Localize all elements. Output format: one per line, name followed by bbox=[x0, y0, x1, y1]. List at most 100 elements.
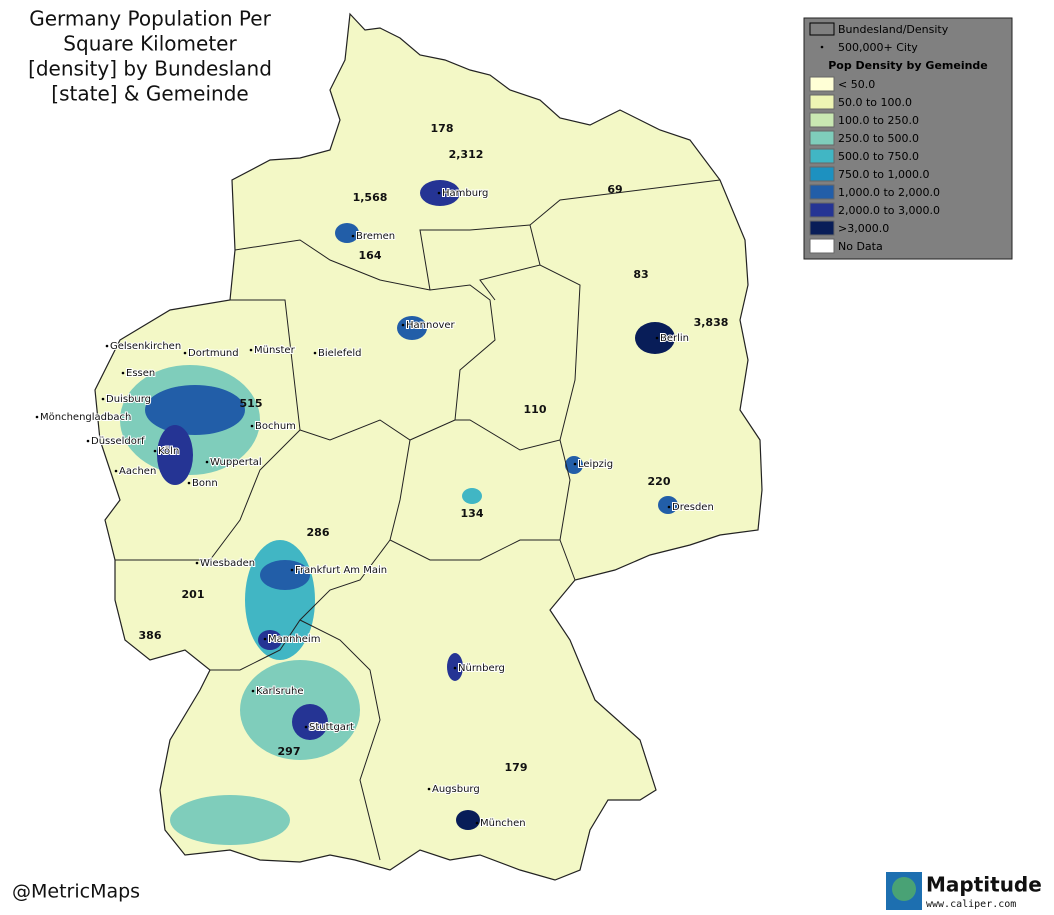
city-point bbox=[655, 336, 659, 340]
legend-label: 2,000.0 to 3,000.0 bbox=[838, 204, 940, 217]
legend-label: No Data bbox=[838, 240, 883, 253]
legend-label: 100.0 to 250.0 bbox=[838, 114, 919, 127]
city-label: Wuppertal bbox=[210, 457, 262, 468]
legend-swatch bbox=[809, 238, 835, 254]
legend-city: 500,000+ City bbox=[838, 41, 918, 54]
city-label: Nürnberg bbox=[458, 663, 505, 674]
state-density: 179 bbox=[505, 761, 528, 774]
city-symbol bbox=[820, 45, 824, 49]
legend-label: 1,000.0 to 2,000.0 bbox=[838, 186, 940, 199]
city-label: Köln bbox=[158, 446, 179, 457]
dense-area bbox=[635, 322, 675, 354]
legend: Bundesland/Density 500,000+ City Pop Den… bbox=[803, 17, 1013, 260]
city-point bbox=[290, 568, 294, 572]
city-point bbox=[427, 787, 431, 791]
state-border bbox=[210, 539, 391, 671]
state-density: 286 bbox=[307, 526, 330, 539]
city-label: Leipzig bbox=[578, 459, 613, 470]
city-point bbox=[304, 725, 308, 729]
density-areas bbox=[120, 180, 678, 845]
legend-swatch bbox=[809, 94, 835, 110]
legend-heading: Pop Density by Gemeinde bbox=[828, 59, 988, 72]
state-density: 201 bbox=[182, 588, 205, 601]
state-density: 110 bbox=[524, 403, 547, 416]
city-point bbox=[114, 469, 118, 473]
state-border bbox=[389, 439, 560, 561]
city-label: Karlsruhe bbox=[256, 686, 304, 697]
city-point bbox=[667, 505, 671, 509]
title-line: Germany Population Per bbox=[29, 7, 271, 31]
city-label: Hannover bbox=[406, 320, 456, 331]
city-label: Düsseldorf bbox=[91, 436, 145, 447]
city-label: Wiesbaden bbox=[200, 558, 255, 569]
legend-swatch bbox=[809, 76, 835, 92]
city-point bbox=[105, 344, 109, 348]
boundary-swatch bbox=[809, 22, 835, 36]
city-point bbox=[263, 637, 267, 641]
city-point bbox=[251, 689, 255, 693]
city-point bbox=[183, 351, 187, 355]
city-point bbox=[475, 821, 479, 825]
credit: @MetricMaps bbox=[12, 881, 140, 903]
legend-label: < 50.0 bbox=[838, 78, 875, 91]
city-label: Gelsenkirchen bbox=[110, 341, 181, 352]
legend-swatch bbox=[809, 184, 835, 200]
city-label: Frankfurt Am Main bbox=[295, 565, 387, 576]
legend-boundary: Bundesland/Density bbox=[838, 23, 949, 36]
dense-area bbox=[397, 316, 427, 340]
city-point bbox=[195, 561, 199, 565]
state-density: 297 bbox=[278, 745, 301, 758]
legend-swatch bbox=[809, 220, 835, 236]
city-label: Essen bbox=[126, 368, 155, 379]
city-label: München bbox=[480, 818, 526, 829]
city-label: Dresden bbox=[672, 502, 714, 513]
city-point bbox=[313, 351, 317, 355]
dense-area bbox=[335, 223, 359, 243]
logo-globe bbox=[892, 877, 916, 901]
state-density: 515 bbox=[240, 397, 263, 410]
logo-name: Maptitude bbox=[926, 873, 1042, 897]
logo: Maptitude www.caliper.com bbox=[886, 872, 1042, 910]
state-density: 69 bbox=[607, 183, 622, 196]
city-label: Bremen bbox=[356, 231, 395, 242]
state-border bbox=[419, 224, 531, 291]
state-density: 2,312 bbox=[449, 148, 484, 161]
legend-swatch bbox=[809, 166, 835, 182]
state-border bbox=[299, 619, 381, 861]
city-point bbox=[250, 424, 254, 428]
state-density: 386 bbox=[139, 629, 162, 642]
legend-swatch bbox=[809, 130, 835, 146]
legend-classes: < 50.0 50.0 to 100.0 100.0 to 250.0 250.0 t… bbox=[809, 76, 940, 254]
city-label: Mannheim bbox=[268, 634, 320, 645]
city-label: Hamburg bbox=[442, 188, 488, 199]
legend-swatch bbox=[809, 202, 835, 218]
city-label: Münster bbox=[254, 345, 296, 356]
city-label: Augsburg bbox=[432, 784, 480, 795]
dense-area bbox=[145, 385, 245, 435]
country-outline bbox=[94, 12, 763, 881]
legend-label: 750.0 to 1,000.0 bbox=[838, 168, 930, 181]
city-label: Bonn bbox=[192, 478, 218, 489]
dense-area bbox=[292, 704, 328, 740]
state-density: 178 bbox=[431, 122, 454, 135]
city-point bbox=[187, 481, 191, 485]
legend-label: 50.0 to 100.0 bbox=[838, 96, 912, 109]
legend-box bbox=[803, 17, 1013, 260]
dense-area bbox=[260, 560, 310, 590]
state-density: 83 bbox=[633, 268, 648, 281]
city-label: Mönchengladbach bbox=[40, 412, 131, 423]
city-point bbox=[205, 460, 209, 464]
state-density: 134 bbox=[461, 507, 484, 520]
state-borders bbox=[115, 179, 721, 861]
city-label: Bielefeld bbox=[318, 348, 362, 359]
city-point bbox=[101, 397, 105, 401]
dense-area bbox=[170, 795, 290, 845]
city-label: Bochum bbox=[255, 421, 296, 432]
dense-area bbox=[462, 488, 482, 504]
city-point bbox=[573, 462, 577, 466]
city-point bbox=[351, 234, 355, 238]
city-point bbox=[153, 449, 157, 453]
legend-label: >3,000.0 bbox=[838, 222, 889, 235]
dense-area bbox=[658, 496, 678, 514]
dense-area bbox=[157, 425, 193, 485]
